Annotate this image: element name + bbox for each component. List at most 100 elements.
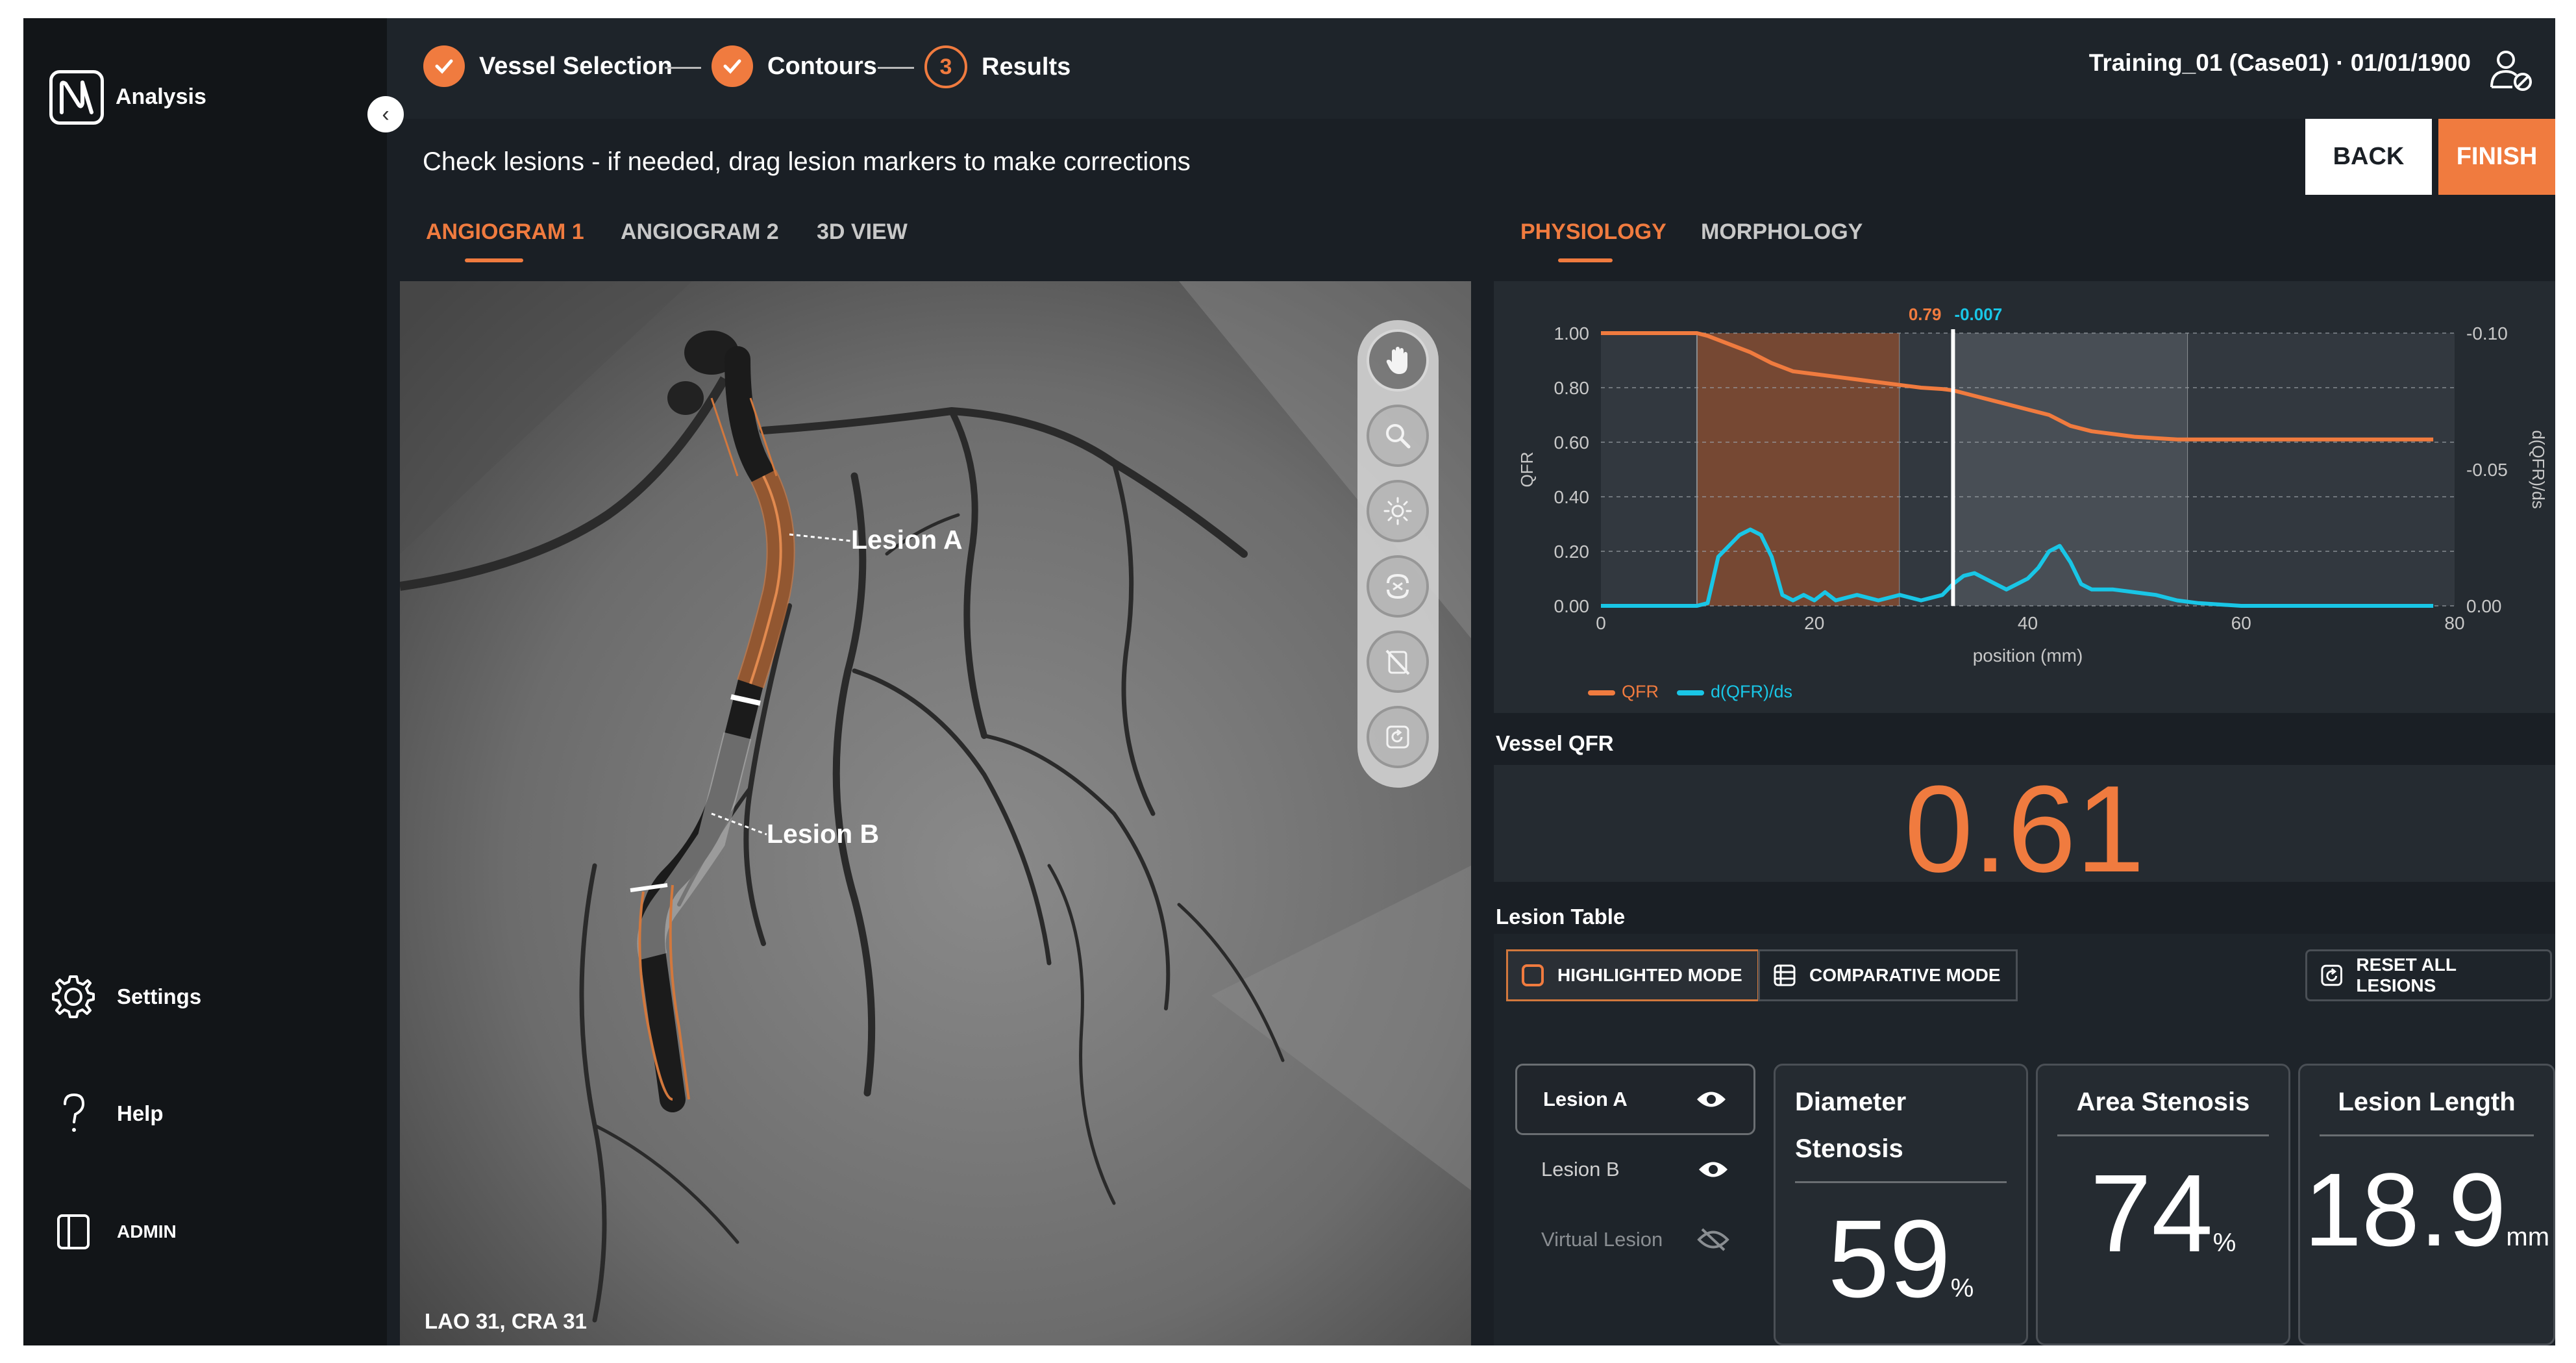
metric-title: Area Stenosis: [2057, 1079, 2269, 1136]
metric-title: Lesion Length: [2320, 1079, 2534, 1136]
angiogram-viewer[interactable]: Lesion A Lesion B LAO 31, CRA 31: [400, 281, 1471, 1345]
lesion-name: Virtual Lesion: [1541, 1228, 1663, 1251]
chart-region-normal: [1900, 333, 1953, 606]
physiology-chart-panel: 0.00 0.20 0.40 0.60 0.80 1.00 0 20 40 60 80 0.00 -0.…: [1494, 281, 2555, 713]
instruction-bar: Check lesions - if needed, drag lesion m…: [387, 119, 2555, 200]
highlight-square-icon: [1522, 964, 1544, 986]
comparative-mode-button[interactable]: COMPARATIVE MODE: [1758, 949, 2018, 1001]
angiogram-image: [400, 281, 1471, 1345]
hand-pan-icon[interactable]: [1367, 329, 1429, 392]
eye-icon[interactable]: [1697, 1158, 1729, 1181]
x-tick-label: 0: [1596, 613, 1606, 633]
brightness-icon[interactable]: [1367, 480, 1429, 542]
instruction-text: Check lesions - if needed, drag lesion m…: [423, 147, 1191, 176]
vessel-qfr-box: 0.61: [1494, 760, 2555, 898]
reset-all-lesions-button[interactable]: RESET ALL LESIONS: [2305, 949, 2552, 1001]
qfr-chart[interactable]: 0.000.200.400.600.801.000 20 40 60 800.00-0.…: [1494, 281, 2555, 671]
reset-label: RESET ALL LESIONS: [2356, 955, 2457, 995]
lesion-item-virtual[interactable]: Virtual Lesion: [1515, 1204, 1755, 1275]
metric-value: 74%: [2038, 1150, 2288, 1277]
step-label: Vessel Selection: [479, 52, 673, 80]
step-label: Contours: [767, 52, 877, 80]
y-tick-label: 0.80: [1554, 378, 1590, 398]
tab-angiogram-1[interactable]: ANGIOGRAM 1: [426, 219, 584, 244]
check-icon: [423, 45, 465, 87]
sidebar-collapse-button[interactable]: ‹: [367, 96, 404, 132]
x-tick-label: 40: [2018, 613, 2038, 633]
y2-tick-label: -0.05: [2466, 460, 2508, 480]
lesion-table-label: Lesion Table: [1496, 905, 1626, 929]
finish-button[interactable]: FINISH: [2438, 119, 2555, 195]
cursor-gradient-readout: -0.007: [1954, 305, 2002, 324]
table-list-icon: [1774, 964, 1796, 986]
mode-label: COMPARATIVE MODE: [1809, 965, 2001, 985]
sidebar-item-settings[interactable]: Settings: [49, 973, 201, 1021]
vessel-qfr-value: 0.61: [1904, 760, 2145, 898]
app-logo-icon: [49, 70, 104, 125]
step-connector: [665, 67, 701, 69]
user-settings-icon[interactable]: [2485, 44, 2537, 96]
y-axis-label: QFR: [1517, 452, 1537, 488]
metric-title: Diameter Stenosis: [1795, 1079, 2007, 1183]
lesion-item-b[interactable]: Lesion B: [1515, 1134, 1755, 1205]
tab-physiology[interactable]: PHYSIOLOGY: [1520, 219, 1666, 244]
metric-value: 59%: [1776, 1195, 2026, 1323]
cursor-qfr-readout: 0.79: [1909, 305, 1942, 324]
lesion-name: Lesion B: [1541, 1158, 1620, 1181]
y-tick-label: 0.40: [1554, 487, 1590, 507]
check-icon: [712, 45, 753, 87]
lesion-b-marker-label[interactable]: Lesion B: [767, 819, 880, 849]
lesion-name: Lesion A: [1543, 1088, 1628, 1110]
sidebar: Analysis Settings Help ADMIN: [23, 18, 387, 1345]
sidebar-item-admin[interactable]: ADMIN: [49, 1208, 177, 1256]
metric-number: 18.9: [2303, 1151, 2507, 1268]
eye-off-icon[interactable]: [1697, 1227, 1729, 1253]
legend-item-qfr: QFR: [1588, 682, 1659, 702]
case-info: Training_01 (Case01) · 01/01/1900: [2088, 49, 2471, 76]
lesion-item-a[interactable]: Lesion A: [1515, 1064, 1755, 1135]
x-tick-label: 80: [2444, 613, 2464, 633]
vessel-qfr-label: Vessel QFR: [1496, 731, 1614, 755]
eye-icon[interactable]: [1695, 1088, 1728, 1110]
y-tick-label: 1.00: [1554, 323, 1590, 344]
hide-icon[interactable]: [1367, 631, 1429, 693]
y2-tick-label: -0.10: [2466, 323, 2508, 344]
y2-tick-label: 0.00: [2466, 596, 2502, 616]
metric-unit: mm: [2506, 1223, 2550, 1251]
highlighted-mode-button[interactable]: HIGHLIGHTED MODE: [1506, 949, 1759, 1001]
step-vessel-selection[interactable]: Vessel Selection: [423, 45, 673, 87]
lesion-a-marker-label[interactable]: Lesion A: [851, 525, 963, 555]
chevron-left-icon: ‹: [382, 101, 390, 127]
metric-unit: %: [1950, 1274, 1974, 1303]
tab-angiogram-2[interactable]: ANGIOGRAM 2: [621, 219, 779, 244]
reset-icon[interactable]: [1367, 706, 1429, 768]
metric-diameter-stenosis: Diameter Stenosis 59%: [1774, 1064, 2028, 1345]
back-button[interactable]: BACK: [2305, 119, 2432, 195]
step-results[interactable]: 3 Results: [924, 45, 1071, 88]
tab-3d-view[interactable]: 3D VIEW: [817, 219, 908, 244]
series-line-qfr: [1601, 331, 2434, 442]
lasso-icon[interactable]: [1367, 555, 1429, 618]
step-contours[interactable]: Contours: [712, 45, 877, 87]
view-angle-label: LAO 31, CRA 31: [425, 1309, 588, 1333]
tab-morphology[interactable]: MORPHOLOGY: [1701, 219, 1863, 244]
admin-panel-icon: [57, 1214, 90, 1249]
y2-axis-label: d(QFR)/ds: [2529, 430, 2548, 508]
sidebar-item-label: Help: [117, 1101, 164, 1125]
chart-legend: QFR d(QFR)/ds: [1588, 682, 1792, 702]
step-connector: [878, 67, 914, 69]
reset-icon: [2321, 964, 2342, 986]
viewer-toolbar: [1357, 320, 1439, 788]
mode-label: HIGHLIGHTED MODE: [1557, 965, 1742, 985]
step-label: Results: [982, 53, 1071, 81]
chart-region-normal: [2188, 333, 2455, 606]
step-number-badge: 3: [924, 45, 967, 88]
y-tick-label: 0.00: [1554, 596, 1590, 616]
sidebar-item-help[interactable]: Help: [49, 1090, 164, 1138]
tab-active-indicator: [1558, 258, 1613, 262]
chart-region-normal: [1601, 333, 1697, 606]
sidebar-item-label: ADMIN: [117, 1221, 177, 1242]
x-axis-label: position (mm): [1973, 645, 2083, 666]
zoom-icon[interactable]: [1367, 405, 1429, 467]
metric-lesion-length: Lesion Length 18.9mm: [2298, 1064, 2555, 1345]
